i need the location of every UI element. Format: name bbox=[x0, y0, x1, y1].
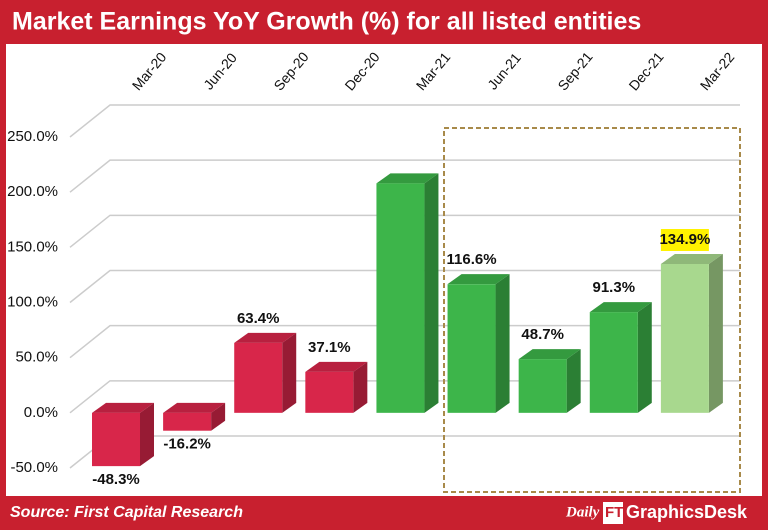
value-label: -48.3% bbox=[92, 471, 140, 488]
grid-line bbox=[69, 324, 740, 359]
bar bbox=[234, 342, 283, 413]
bar-top bbox=[447, 274, 510, 285]
bar-side bbox=[708, 253, 723, 413]
bar bbox=[660, 263, 709, 413]
value-label: 63.4% bbox=[237, 310, 280, 327]
highlight-box bbox=[443, 127, 741, 493]
bar-top bbox=[376, 173, 439, 184]
grid-line bbox=[69, 214, 740, 248]
label-highlight bbox=[660, 228, 709, 251]
grid-line bbox=[69, 159, 740, 193]
bar-top bbox=[163, 402, 226, 413]
value-label: 91.3% bbox=[593, 279, 636, 296]
bar-side bbox=[495, 274, 510, 413]
y-tick-label: 100.0% bbox=[7, 293, 58, 310]
brand-ft: FT bbox=[605, 504, 623, 521]
y-tick-label: 200.0% bbox=[7, 183, 58, 200]
bar bbox=[163, 412, 212, 431]
brand-box bbox=[603, 502, 623, 524]
bar bbox=[518, 359, 567, 413]
bar-top bbox=[589, 302, 652, 313]
bar-side bbox=[424, 173, 439, 413]
bar-top bbox=[660, 253, 723, 264]
value-label: 37.1% bbox=[308, 339, 351, 356]
bar bbox=[92, 412, 140, 467]
bar-side bbox=[353, 361, 368, 413]
bar bbox=[305, 371, 354, 413]
y-tick-label: 250.0% bbox=[7, 128, 58, 145]
bar-top bbox=[234, 332, 297, 343]
grid-line bbox=[69, 104, 740, 138]
y-tick-label: -50.0% bbox=[10, 459, 58, 476]
source: Source: First Capital Research bbox=[10, 504, 243, 521]
bar-side bbox=[140, 402, 154, 467]
chart-title: Market Earnings YoY Growth (%) for all l… bbox=[12, 8, 641, 36]
bar-top bbox=[92, 402, 154, 413]
bar-side bbox=[637, 302, 652, 413]
y-tick-label: 0.0% bbox=[24, 404, 58, 421]
value-label: 134.9% bbox=[659, 231, 710, 248]
value-label: 48.7% bbox=[521, 326, 564, 343]
bar-top bbox=[518, 349, 581, 360]
y-tick-label: 150.0% bbox=[7, 238, 58, 255]
bar bbox=[376, 183, 425, 413]
value-label: 116.6% bbox=[447, 251, 497, 268]
bar bbox=[589, 312, 638, 413]
brand-daily: Daily bbox=[565, 504, 600, 520]
bar-side bbox=[282, 332, 297, 413]
bar-top bbox=[305, 361, 368, 372]
value-label: -16.2% bbox=[163, 436, 211, 453]
bar-side bbox=[211, 402, 226, 431]
brand-desk: GraphicsDesk bbox=[626, 502, 748, 522]
grid-line bbox=[69, 269, 740, 304]
bar-side bbox=[566, 349, 581, 413]
y-tick-label: 50.0% bbox=[15, 349, 58, 366]
bar bbox=[447, 284, 496, 413]
